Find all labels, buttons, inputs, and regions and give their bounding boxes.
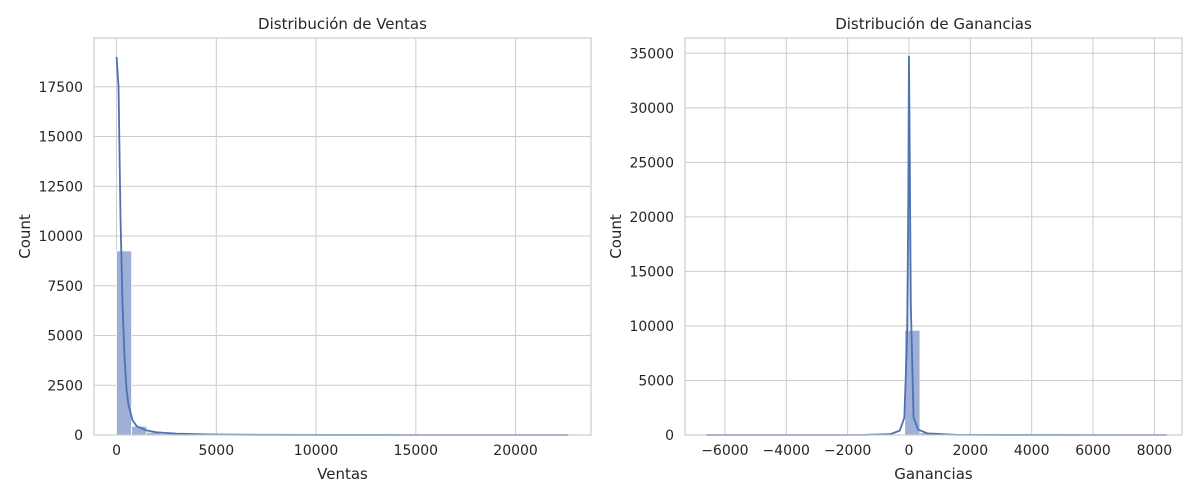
ganancias-plot-frame [684, 37, 1183, 436]
ventas-x-tick-label: 15000 [394, 443, 439, 459]
ventas-x-tick-label: 5000 [198, 443, 234, 459]
ganancias-y-axis-label: Count [607, 214, 625, 259]
ganancias-x-tick-label: 0 [904, 443, 913, 459]
ganancias-x-tick-label: 8000 [1137, 443, 1173, 459]
ventas-chart-title: Distribución de Ventas [258, 15, 427, 33]
ganancias-y-tick-label: 30000 [629, 101, 674, 117]
ventas-y-tick-label: 0 [74, 428, 83, 444]
ganancias-x-tick-label: 6000 [1075, 443, 1111, 459]
ganancias-y-tick-label: 0 [665, 428, 674, 444]
ganancias-y-tick-label: 10000 [629, 319, 674, 335]
ganancias-y-tick-label: 5000 [638, 373, 674, 389]
ganancias-x-tick-label: −4000 [763, 443, 810, 459]
ventas-x-tick-label: 10000 [294, 443, 339, 459]
ventas-y-tick-label: 12500 [38, 179, 83, 195]
ganancias-y-tick-label: 15000 [629, 264, 674, 280]
ventas-y-tick-label: 10000 [38, 229, 83, 245]
ganancias-y-tick-label: 20000 [629, 210, 674, 226]
ganancias-x-tick-label: −2000 [824, 443, 871, 459]
ganancias-x-tick-label: −6000 [701, 443, 748, 459]
ganancias-x-axis-label: Ganancias [894, 465, 973, 483]
ventas-y-axis-label: Count [16, 214, 34, 259]
ventas-y-tick-label: 7500 [47, 279, 83, 295]
ventas-y-tick-label: 2500 [47, 378, 83, 394]
ventas-y-tick-label: 5000 [47, 329, 83, 345]
ganancias-y-tick-label: 25000 [629, 155, 674, 171]
ventas-x-tick-label: 20000 [493, 443, 538, 459]
ventas-kde-line [115, 56, 569, 436]
ganancias-x-tick-label: 2000 [952, 443, 988, 459]
ventas-x-axis-label: Ventas [317, 465, 368, 483]
ganancias-y-tick-label: 35000 [629, 46, 674, 62]
ventas-plot-frame [93, 37, 592, 436]
ventas-x-tick-label: 0 [112, 443, 121, 459]
ganancias-x-tick-label: 4000 [1014, 443, 1050, 459]
ventas-y-tick-label: 15000 [38, 130, 83, 146]
ganancias-chart-title: Distribución de Ganancias [835, 15, 1032, 33]
ventas-y-tick-label: 17500 [38, 80, 83, 96]
ganancias-kde-line [706, 55, 1167, 436]
